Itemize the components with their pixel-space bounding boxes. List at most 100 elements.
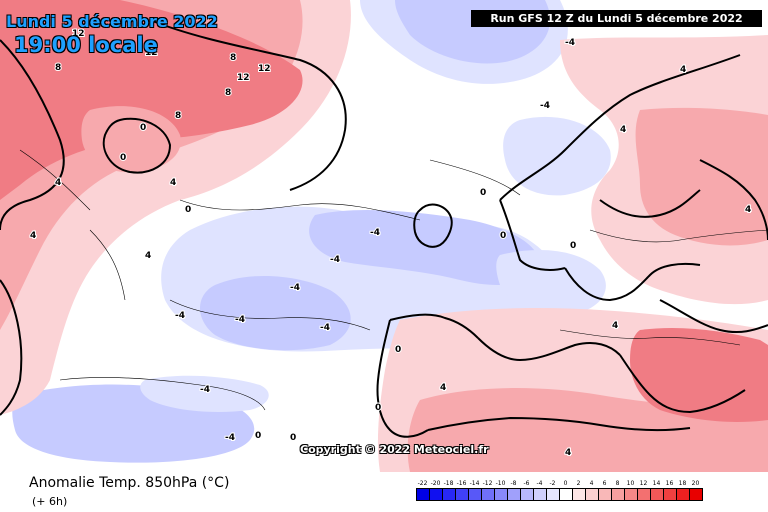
- contour-label: -4: [235, 315, 245, 325]
- legend-label: 2: [576, 480, 581, 487]
- contour-label: 4: [612, 321, 618, 331]
- legend-swatch: [430, 489, 443, 500]
- legend-swatches: [416, 488, 703, 501]
- parameter-title: Anomalie Temp. 850hPa (°C): [29, 475, 230, 491]
- legend-swatch: [625, 489, 638, 500]
- legend-labels: -22 -20 -18 -16 -14 -12 -10 -8 -6 -4 -2 0 2 4 6 8 10 12 14…: [416, 480, 703, 488]
- contour-label: 0: [395, 345, 401, 355]
- legend-swatch: [417, 489, 430, 500]
- legend-swatch: [573, 489, 586, 500]
- contour-label: 4: [145, 251, 151, 261]
- legend-label: -16: [456, 480, 467, 487]
- legend-label: -22: [417, 480, 428, 487]
- legend-swatch: [638, 489, 651, 500]
- legend-label: 4: [589, 480, 594, 487]
- forecast-time: 19:00 locale: [14, 33, 158, 57]
- legend-swatch: [664, 489, 677, 500]
- contour-lines: [19, 149, 768, 411]
- legend-swatch: [586, 489, 599, 500]
- map-canvas: -4 -4 -4 -4 -4 -4 -4 -4 -4 -4 0 0 0 0 0 …: [0, 0, 768, 472]
- legend-label: -10: [495, 480, 506, 487]
- legend-label: -20: [430, 480, 441, 487]
- legend-label: 20: [691, 480, 700, 487]
- legend-label: 16: [665, 480, 674, 487]
- contour-label: 12: [237, 73, 250, 83]
- contour-label: 4: [55, 178, 61, 188]
- contour-label: 12: [72, 29, 85, 39]
- contour-label: 4: [680, 65, 686, 75]
- contour-label: -4: [330, 255, 340, 265]
- contour-label: 0: [140, 123, 146, 133]
- warm-region-greenland-core: [0, 0, 303, 200]
- contour-label: 8: [230, 53, 236, 63]
- copyright-text: Copyright © 2022 Meteociel.fr: [300, 443, 489, 456]
- contour-label: 4: [440, 383, 446, 393]
- legend-swatch: [508, 489, 521, 500]
- coastlines: [0, 19, 768, 438]
- cold-region-mid-atlantic-core: [200, 275, 351, 351]
- contour-label: 12: [258, 64, 271, 74]
- contour-label: 4: [170, 178, 176, 188]
- legend-label: 10: [626, 480, 635, 487]
- legend-swatch: [560, 489, 573, 500]
- forecast-date: Lundi 5 décembre 2022: [6, 12, 218, 31]
- contour-label: 0: [255, 431, 261, 441]
- legend-label: 6: [602, 480, 607, 487]
- contour-label: -4: [200, 385, 210, 395]
- legend-label: 18: [678, 480, 687, 487]
- legend-swatch: [599, 489, 612, 500]
- contour-label: -4: [370, 228, 380, 238]
- legend-swatch: [612, 489, 625, 500]
- legend-swatch: [521, 489, 534, 500]
- contour-label: 4: [620, 125, 626, 135]
- contour-label: 0: [120, 153, 126, 163]
- cold-region-azores: [140, 375, 269, 412]
- map-footer: Anomalie Temp. 850hPa (°C) (+ 6h) -22 -20…: [0, 472, 768, 512]
- contour-label: 0: [500, 231, 506, 241]
- legend-label: -14: [469, 480, 480, 487]
- model-run-banner: Run GFS 12 Z du Lundi 5 décembre 2022: [471, 10, 762, 27]
- contour-label: 8: [175, 111, 181, 121]
- contour-label: 0: [480, 188, 486, 198]
- contour-label: -4: [540, 101, 550, 111]
- cold-region-central-europe: [496, 250, 606, 316]
- legend-swatch: [677, 489, 690, 500]
- legend-swatch: [690, 489, 702, 500]
- legend-label: 0: [563, 480, 568, 487]
- contour-label: 0: [290, 433, 296, 443]
- legend-swatch: [495, 489, 508, 500]
- color-scale-legend: -22 -20 -18 -16 -14 -12 -10 -8 -6 -4 -2 0 2 4 6 8 10 12 14…: [416, 480, 703, 501]
- legend-swatch: [534, 489, 547, 500]
- legend-label: 14: [652, 480, 661, 487]
- legend-swatch: [456, 489, 469, 500]
- contour-label: 12: [145, 48, 158, 58]
- warm-region-east-med: [630, 328, 768, 422]
- contour-label: 4: [745, 205, 751, 215]
- contour-label: -4: [320, 323, 330, 333]
- contour-label: 0: [375, 403, 381, 413]
- legend-swatch: [547, 489, 560, 500]
- contour-label: 8: [55, 63, 61, 73]
- contour-label: -4: [225, 433, 235, 443]
- legend-label: -4: [536, 480, 543, 487]
- forecast-step: (+ 6h): [32, 495, 68, 508]
- legend-label: -18: [443, 480, 454, 487]
- contour-label: -4: [565, 38, 575, 48]
- contour-label: -4: [290, 283, 300, 293]
- contour-label: 4: [565, 448, 571, 458]
- legend-swatch: [482, 489, 495, 500]
- legend-label: 12: [639, 480, 648, 487]
- contour-label: -4: [175, 311, 185, 321]
- contour-label: 8: [225, 88, 231, 98]
- contour-label: 4: [30, 231, 36, 241]
- legend-swatch: [443, 489, 456, 500]
- contour-label: 0: [185, 205, 191, 215]
- warm-region-russia-core: [635, 107, 768, 246]
- legend-swatch: [651, 489, 664, 500]
- legend-swatch: [469, 489, 482, 500]
- legend-label: -8: [510, 480, 517, 487]
- legend-label: -12: [482, 480, 493, 487]
- legend-label: 8: [615, 480, 620, 487]
- legend-label: -6: [523, 480, 530, 487]
